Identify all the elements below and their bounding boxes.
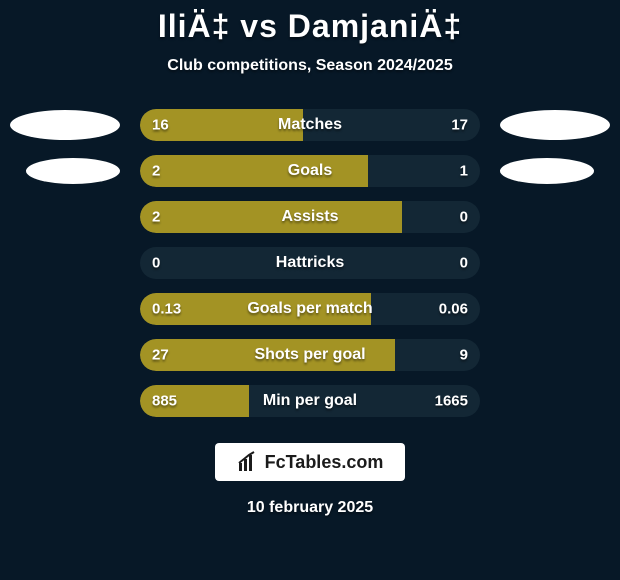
player-badge-left: [10, 110, 120, 140]
stat-label: Matches: [278, 116, 342, 134]
stat-value-left: 27: [152, 347, 169, 364]
stat-bar: 2 1 Goals: [140, 155, 480, 187]
stat-rows: 16 17 Matches 2 1 Goals 2 0 Assists 0 0 Hattricks 0.…: [0, 109, 620, 417]
stat-bar: 2 0 Assists: [140, 201, 480, 233]
season-subtitle: Club competitions, Season 2024/2025: [167, 57, 452, 75]
player-badge-left: [26, 158, 120, 184]
stat-bar-fill: [140, 201, 402, 233]
stat-row: 2 0 Assists: [0, 201, 620, 233]
stat-value-left: 2: [152, 209, 160, 226]
stat-row: 16 17 Matches: [0, 109, 620, 141]
stat-value-left: 16: [152, 117, 169, 134]
stat-value-right: 1665: [435, 393, 468, 410]
player-badge-right: [500, 110, 610, 140]
player-badge-right: [500, 158, 594, 184]
stat-label: Min per goal: [263, 392, 357, 410]
fctables-logo: FcTables.com: [215, 443, 406, 481]
stat-label: Shots per goal: [254, 346, 365, 364]
stat-value-right: 9: [460, 347, 468, 364]
snapshot-date: 10 february 2025: [247, 499, 373, 517]
stat-row: 2 1 Goals: [0, 155, 620, 187]
chart-icon: [237, 451, 259, 473]
stat-row: 885 1665 Min per goal: [0, 385, 620, 417]
stat-value-left: 2: [152, 163, 160, 180]
stat-bar: 0.13 0.06 Goals per match: [140, 293, 480, 325]
stat-value-right: 0.06: [439, 301, 468, 318]
stat-row: 27 9 Shots per goal: [0, 339, 620, 371]
stat-bar: 0 0 Hattricks: [140, 247, 480, 279]
stat-bar: 16 17 Matches: [140, 109, 480, 141]
stat-bar: 27 9 Shots per goal: [140, 339, 480, 371]
logo-text: FcTables.com: [265, 452, 384, 473]
stat-row: 0.13 0.06 Goals per match: [0, 293, 620, 325]
stat-label: Assists: [282, 208, 339, 226]
stat-bar-fill: [140, 155, 368, 187]
stat-label: Hattricks: [276, 254, 344, 272]
stat-label: Goals: [288, 162, 332, 180]
stat-row: 0 0 Hattricks: [0, 247, 620, 279]
stat-bar: 885 1665 Min per goal: [140, 385, 480, 417]
stat-label: Goals per match: [247, 300, 372, 318]
stat-value-right: 17: [451, 117, 468, 134]
content-container: IliÄ‡ vs DamjaniÄ‡ Club competitions, Se…: [0, 0, 620, 580]
stat-value-left: 0: [152, 255, 160, 272]
stat-value-right: 0: [460, 255, 468, 272]
stat-value-left: 0.13: [152, 301, 181, 318]
stat-value-left: 885: [152, 393, 177, 410]
stat-value-right: 0: [460, 209, 468, 226]
comparison-title: IliÄ‡ vs DamjaniÄ‡: [158, 8, 462, 45]
stat-value-right: 1: [460, 163, 468, 180]
